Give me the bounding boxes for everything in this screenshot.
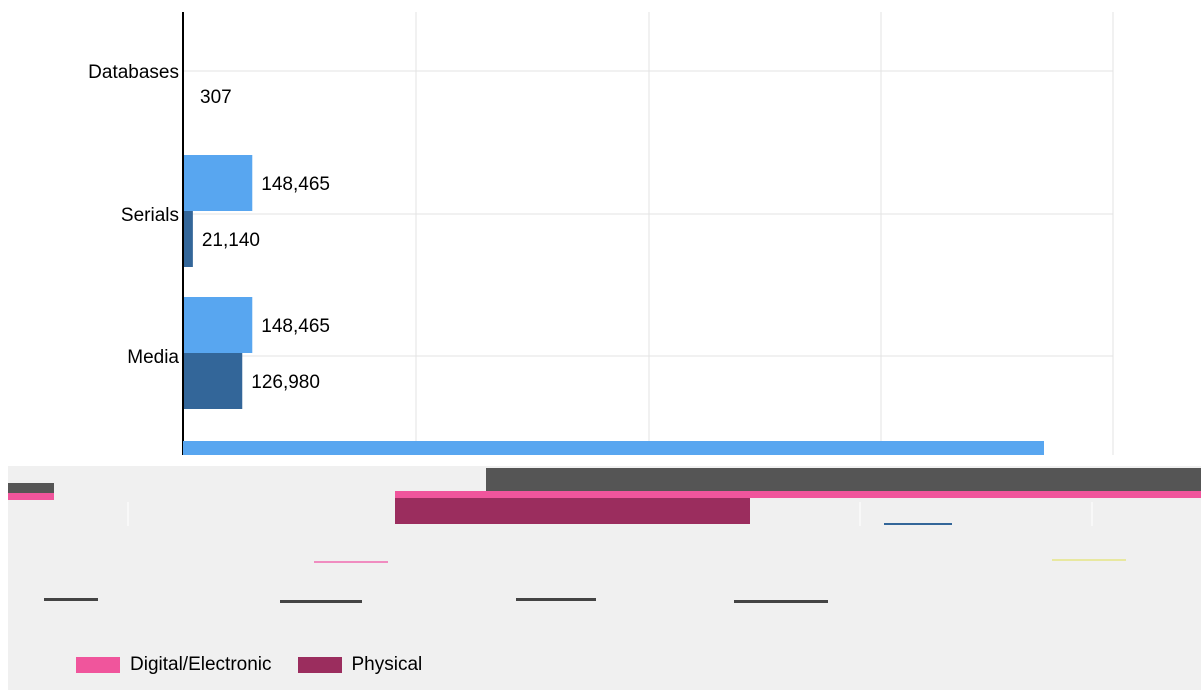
fragment-line: [280, 600, 362, 603]
category-label: Media: [127, 347, 179, 368]
legend: Digital/Electronic Physical: [76, 654, 448, 676]
data-label: 126,980: [251, 372, 320, 393]
bar-chart: 307 Databases 148,465 21,140 Serials 148,465 1…: [88, 12, 1114, 455]
secondary-chart-panel: [8, 466, 1201, 690]
chart-svg: 307 Databases 148,465 21,140 Serials 148,465 1…: [88, 12, 1114, 455]
fragment-bar: [395, 491, 1201, 498]
fragment-bar: [486, 468, 1201, 491]
data-label: 148,465: [261, 174, 330, 195]
category-label: Databases: [88, 62, 179, 83]
fragment-bar: [395, 498, 750, 524]
fragment-bar: [8, 483, 54, 493]
bar-media-series-0: [183, 297, 253, 353]
secondary-chart-fragments: [8, 468, 1201, 603]
data-label: 21,140: [202, 230, 260, 251]
fragment-bar: [8, 493, 54, 500]
fragment-line: [884, 523, 952, 525]
legend-item: Digital/Electronic: [76, 654, 272, 676]
bar-serials-series-0: [183, 155, 253, 211]
fragment-line: [734, 600, 828, 603]
legend-label: Digital/Electronic: [130, 654, 272, 675]
fragment-line: [44, 598, 98, 601]
legend-item: Physical: [297, 654, 423, 676]
fragment-line: [516, 598, 596, 601]
fragment-line: [1052, 559, 1126, 561]
legend-label: Physical: [351, 654, 423, 675]
legend-swatch: [76, 657, 120, 673]
legend-swatch: [297, 657, 342, 673]
fragment-line: [314, 561, 388, 563]
category-label: Serials: [121, 205, 179, 226]
horizontal-scroll-band: [183, 441, 1044, 455]
data-label: 307: [200, 87, 232, 108]
bar-media-series-1: [183, 353, 243, 409]
bar-serials-series-1: [183, 211, 193, 267]
data-label: 148,465: [261, 316, 330, 337]
